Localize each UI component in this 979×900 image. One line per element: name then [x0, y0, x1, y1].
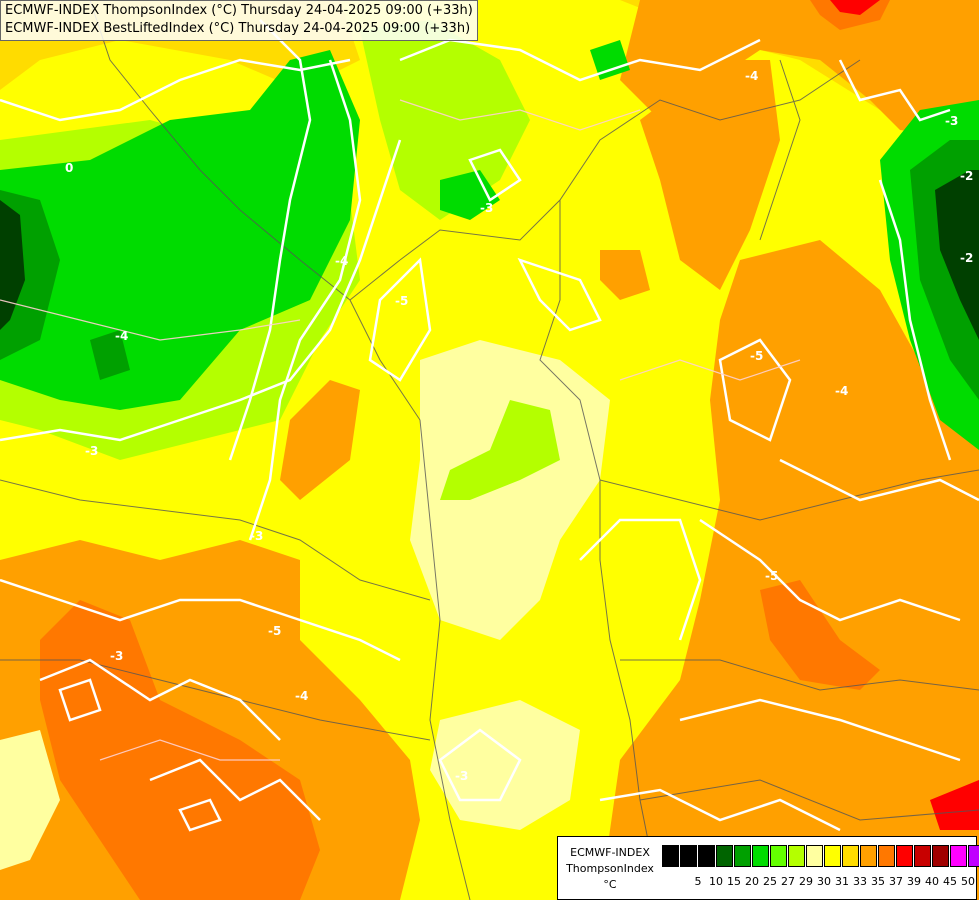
contour-label: -3 [250, 529, 263, 543]
field-orange-spot [600, 250, 650, 300]
legend-swatch [932, 845, 949, 867]
contour-label: -3 [110, 649, 123, 663]
field-green-north [440, 170, 500, 220]
legend-tick-label: 40 [925, 875, 939, 888]
legend-swatch [878, 845, 895, 867]
legend-tick-label: 37 [889, 875, 903, 888]
legend-tick-label: 20 [745, 875, 759, 888]
legend-swatch [896, 845, 913, 867]
legend-tick-label: 50 [961, 875, 975, 888]
legend-swatch [950, 845, 967, 867]
legend-tick-label: 30 [817, 875, 831, 888]
legend-variable: ThompsonIndex [566, 862, 654, 875]
field-orange-center-north [640, 60, 780, 290]
legend-swatch [806, 845, 823, 867]
contour-label: -5 [750, 349, 763, 363]
legend-swatch [716, 845, 733, 867]
legend-swatch [752, 845, 769, 867]
contour-label: -3 [945, 114, 958, 128]
legend-tick-label: 33 [853, 875, 867, 888]
field-lightyellow-sw [0, 730, 60, 870]
contour-label: -2 [960, 169, 973, 183]
contour-label: -3 [480, 201, 493, 215]
field-lime-center [440, 400, 560, 500]
contour-label: -4 [835, 384, 848, 398]
field-redorange-sw [40, 600, 320, 900]
field-orange-west-mid [280, 380, 360, 500]
legend-swatch [914, 845, 931, 867]
contour-label: -4 [335, 254, 348, 268]
legend-tick-label: 35 [871, 875, 885, 888]
field-lightyellow-center [410, 340, 610, 640]
field-black-ne [935, 170, 979, 340]
legend-model: ECMWF-INDEX [570, 846, 650, 859]
contour-label: -5 [395, 294, 408, 308]
legend-tick-label: 29 [799, 875, 813, 888]
legend-swatch [698, 845, 715, 867]
legend-tick-label: 25 [763, 875, 777, 888]
legend-swatch [680, 845, 697, 867]
contour-label: 0 [65, 161, 73, 175]
field-red-se [930, 780, 979, 830]
color-legend: ECMWF-INDEX ThompsonIndex °C 5 10 15 20 25 27… [557, 836, 979, 900]
legend-swatch [788, 845, 805, 867]
legend-swatch [770, 845, 787, 867]
field-lime-north [360, 20, 530, 220]
contour-label: -5 [268, 624, 281, 638]
contour-labels: 0 -3 -4 -5 -4 -3 -5 -4 -5 -3 -4 -3 -2 -2… [65, 69, 973, 783]
field-lightyellow-south [430, 700, 580, 830]
field-redorange-east [760, 580, 880, 690]
contour-label: -4 [745, 69, 758, 83]
legend-ticks: 51015202527293031333537394045505560 [662, 875, 976, 889]
legend-swatch [860, 845, 877, 867]
legend-unit: °C [603, 878, 617, 891]
legend-tick-label: 15 [727, 875, 741, 888]
legend-swatch [662, 845, 679, 867]
field-orange-ne [620, 0, 979, 140]
legend-tick-label: 10 [709, 875, 723, 888]
legend-tick-label: 39 [907, 875, 921, 888]
legend-tick-label: 31 [835, 875, 849, 888]
field-black-west [0, 200, 25, 330]
legend-tick-label: 45 [943, 875, 957, 888]
field-darkgreen-spot [90, 330, 130, 380]
legend-swatch [968, 845, 979, 867]
map-title: ECMWF-INDEX ThompsonIndex (°C) Thursday … [0, 0, 478, 41]
contour-label: -5 [765, 569, 778, 583]
field-red-spot [830, 0, 880, 15]
contour-lines-secondary [0, 99, 801, 761]
legend-tick-label: 5 [694, 875, 702, 888]
title-line-bestlifted: ECMWF-INDEX BestLiftedIndex (°C) Thursda… [5, 21, 471, 36]
field-green-west [0, 50, 360, 410]
title-line-thompson: ECMWF-INDEX ThompsonIndex (°C) Thursday … [5, 3, 473, 18]
legend-tick-label: 27 [781, 875, 795, 888]
contour-label: -3 [455, 769, 468, 783]
legend-swatch [734, 845, 751, 867]
contour-label: -4 [295, 689, 308, 703]
contour-label: -2 [960, 251, 973, 265]
contour-label: -3 [85, 444, 98, 458]
legend-label: ECMWF-INDEX ThompsonIndex °C [562, 845, 658, 893]
legend-swatches [662, 845, 979, 867]
contour-label: -4 [115, 329, 128, 343]
field-green-spot [590, 40, 630, 80]
legend-swatch [824, 845, 841, 867]
contour-lines [0, 19, 979, 832]
legend-swatch [842, 845, 859, 867]
